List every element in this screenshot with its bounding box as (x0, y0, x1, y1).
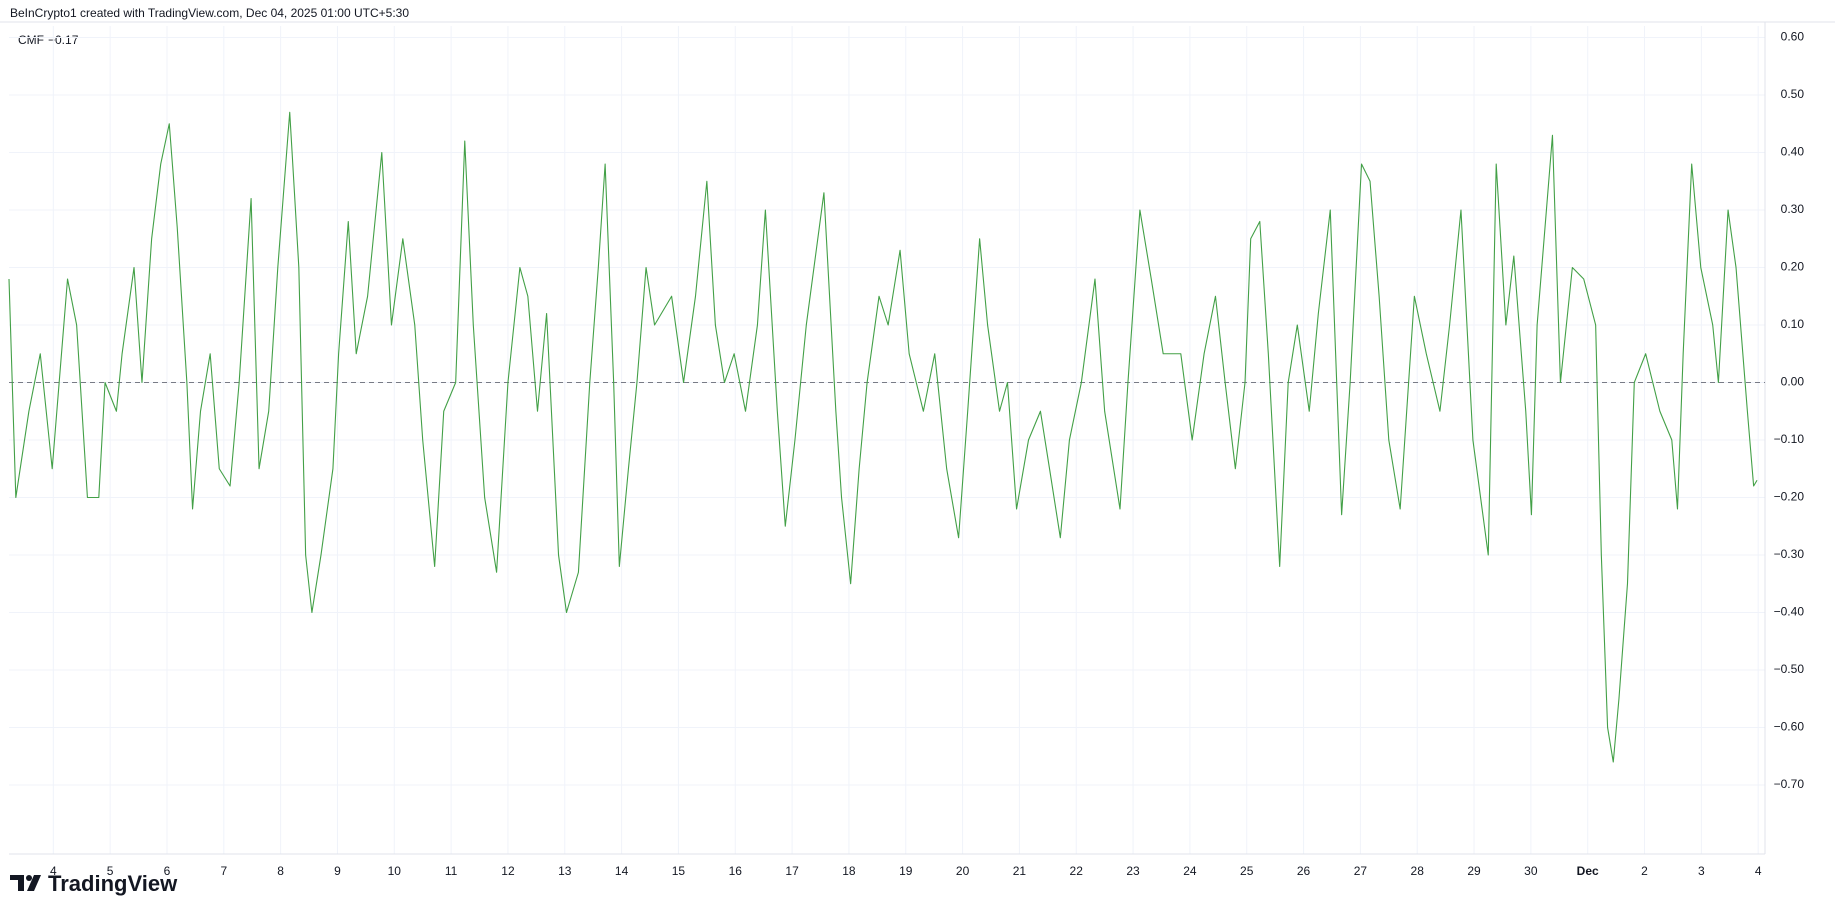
x-tick-label: 22 (1070, 864, 1084, 878)
x-tick-label: 12 (501, 864, 515, 878)
x-tick-label: 8 (277, 864, 284, 878)
x-tick-label: 17 (785, 864, 799, 878)
y-tick-label: −0.20 (1774, 490, 1805, 504)
y-tick-label: −0.30 (1774, 547, 1805, 561)
x-tick-label: 23 (1126, 864, 1140, 878)
brand-name: TradingView (48, 871, 178, 896)
x-tick-label: 26 (1297, 864, 1311, 878)
indicator-name: CMF (18, 33, 44, 47)
y-tick-label: 0.00 (1781, 375, 1805, 389)
x-tick-label: 25 (1240, 864, 1254, 878)
x-tick-label: 24 (1183, 864, 1197, 878)
x-tick-label: 9 (334, 864, 341, 878)
y-tick-label: −0.40 (1774, 605, 1805, 619)
y-tick-label: −0.10 (1774, 432, 1805, 446)
y-tick-label: 0.10 (1781, 317, 1805, 331)
y-tick-label: −0.70 (1774, 777, 1805, 791)
x-tick-label: 30 (1524, 864, 1538, 878)
x-tick-label: 19 (899, 864, 913, 878)
x-tick-label: 29 (1467, 864, 1481, 878)
attribution: BeInCrypto1 created with TradingView.com… (10, 6, 409, 20)
x-tick-label: Dec (1577, 864, 1599, 878)
x-tick-label: 11 (445, 864, 458, 878)
x-tick-label: 21 (1013, 864, 1027, 878)
x-tick-label: 4 (50, 864, 57, 878)
y-tick-label: 0.50 (1781, 87, 1805, 101)
x-tick-label: 18 (842, 864, 856, 878)
x-tick-label: 16 (729, 864, 743, 878)
x-tick-label: 2 (1641, 864, 1648, 878)
x-tick-label: 10 (388, 864, 402, 878)
y-tick-label: 0.60 (1781, 30, 1805, 44)
cmf-line (8, 111, 1758, 763)
x-tick-label: 20 (956, 864, 970, 878)
brand-logo (10, 875, 41, 891)
x-tick-label: 14 (615, 864, 629, 878)
y-tick-label: −0.60 (1774, 720, 1805, 734)
x-tick-label: 7 (220, 864, 227, 878)
x-tick-label: 3 (1698, 864, 1705, 878)
x-tick-label: 15 (672, 864, 686, 878)
y-tick-label: 0.40 (1781, 145, 1805, 159)
x-tick-label: 5 (107, 864, 114, 878)
x-tick-label: 6 (164, 864, 171, 878)
y-tick-label: 0.20 (1781, 260, 1805, 274)
x-tick-label: 4 (1755, 864, 1762, 878)
x-tick-label: 13 (558, 864, 572, 878)
x-tick-label: 27 (1354, 864, 1368, 878)
indicator-value: −0.17 (48, 33, 79, 47)
y-tick-label: −0.50 (1774, 662, 1805, 676)
y-tick-label: 0.30 (1781, 202, 1805, 216)
x-tick-label: 28 (1411, 864, 1425, 878)
